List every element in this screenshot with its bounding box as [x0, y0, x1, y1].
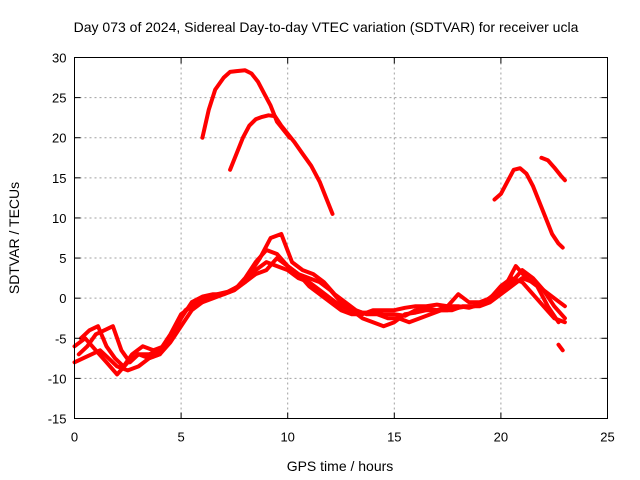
x-tick-label: 5 [177, 430, 184, 445]
series-track-c [76, 260, 567, 365]
series-peak-late-short [539, 155, 567, 183]
y-tick-label: 30 [52, 51, 66, 66]
grid-lines [74, 57, 608, 419]
y-tick-label: 15 [52, 171, 66, 186]
x-tick-label: 0 [71, 430, 78, 445]
y-tick-label: 25 [52, 91, 66, 106]
x-tick-label: 10 [280, 430, 294, 445]
series-peak-mid [228, 113, 335, 216]
axis-ticks: 0 5 10 15 20 25 -15 -10 -5 0 5 10 15 20 25 30 [48, 51, 615, 445]
y-tick-label: 10 [52, 211, 66, 226]
x-tick-label: 15 [387, 430, 401, 445]
series-track-d [78, 232, 561, 369]
series-evening-short [556, 342, 565, 353]
y-tick-label: -5 [55, 331, 67, 346]
y-tick-label: 0 [59, 291, 66, 306]
y-tick-label: 5 [59, 251, 66, 266]
series-layer [72, 68, 567, 377]
plot-frame [74, 57, 608, 419]
chart-title: Day 073 of 2024, Sidereal Day-to-day VTE… [74, 19, 579, 35]
y-tick-label: -10 [48, 371, 67, 386]
x-tick-label: 20 [494, 430, 508, 445]
x-tick-label: 25 [600, 430, 614, 445]
series-peak-late [492, 166, 565, 250]
x-axis-label: GPS time / hours [287, 458, 394, 474]
y-tick-label: 20 [52, 131, 66, 146]
y-tick-label: -15 [48, 412, 67, 427]
y-axis-label: SDTVAR / TECUs [6, 182, 22, 294]
